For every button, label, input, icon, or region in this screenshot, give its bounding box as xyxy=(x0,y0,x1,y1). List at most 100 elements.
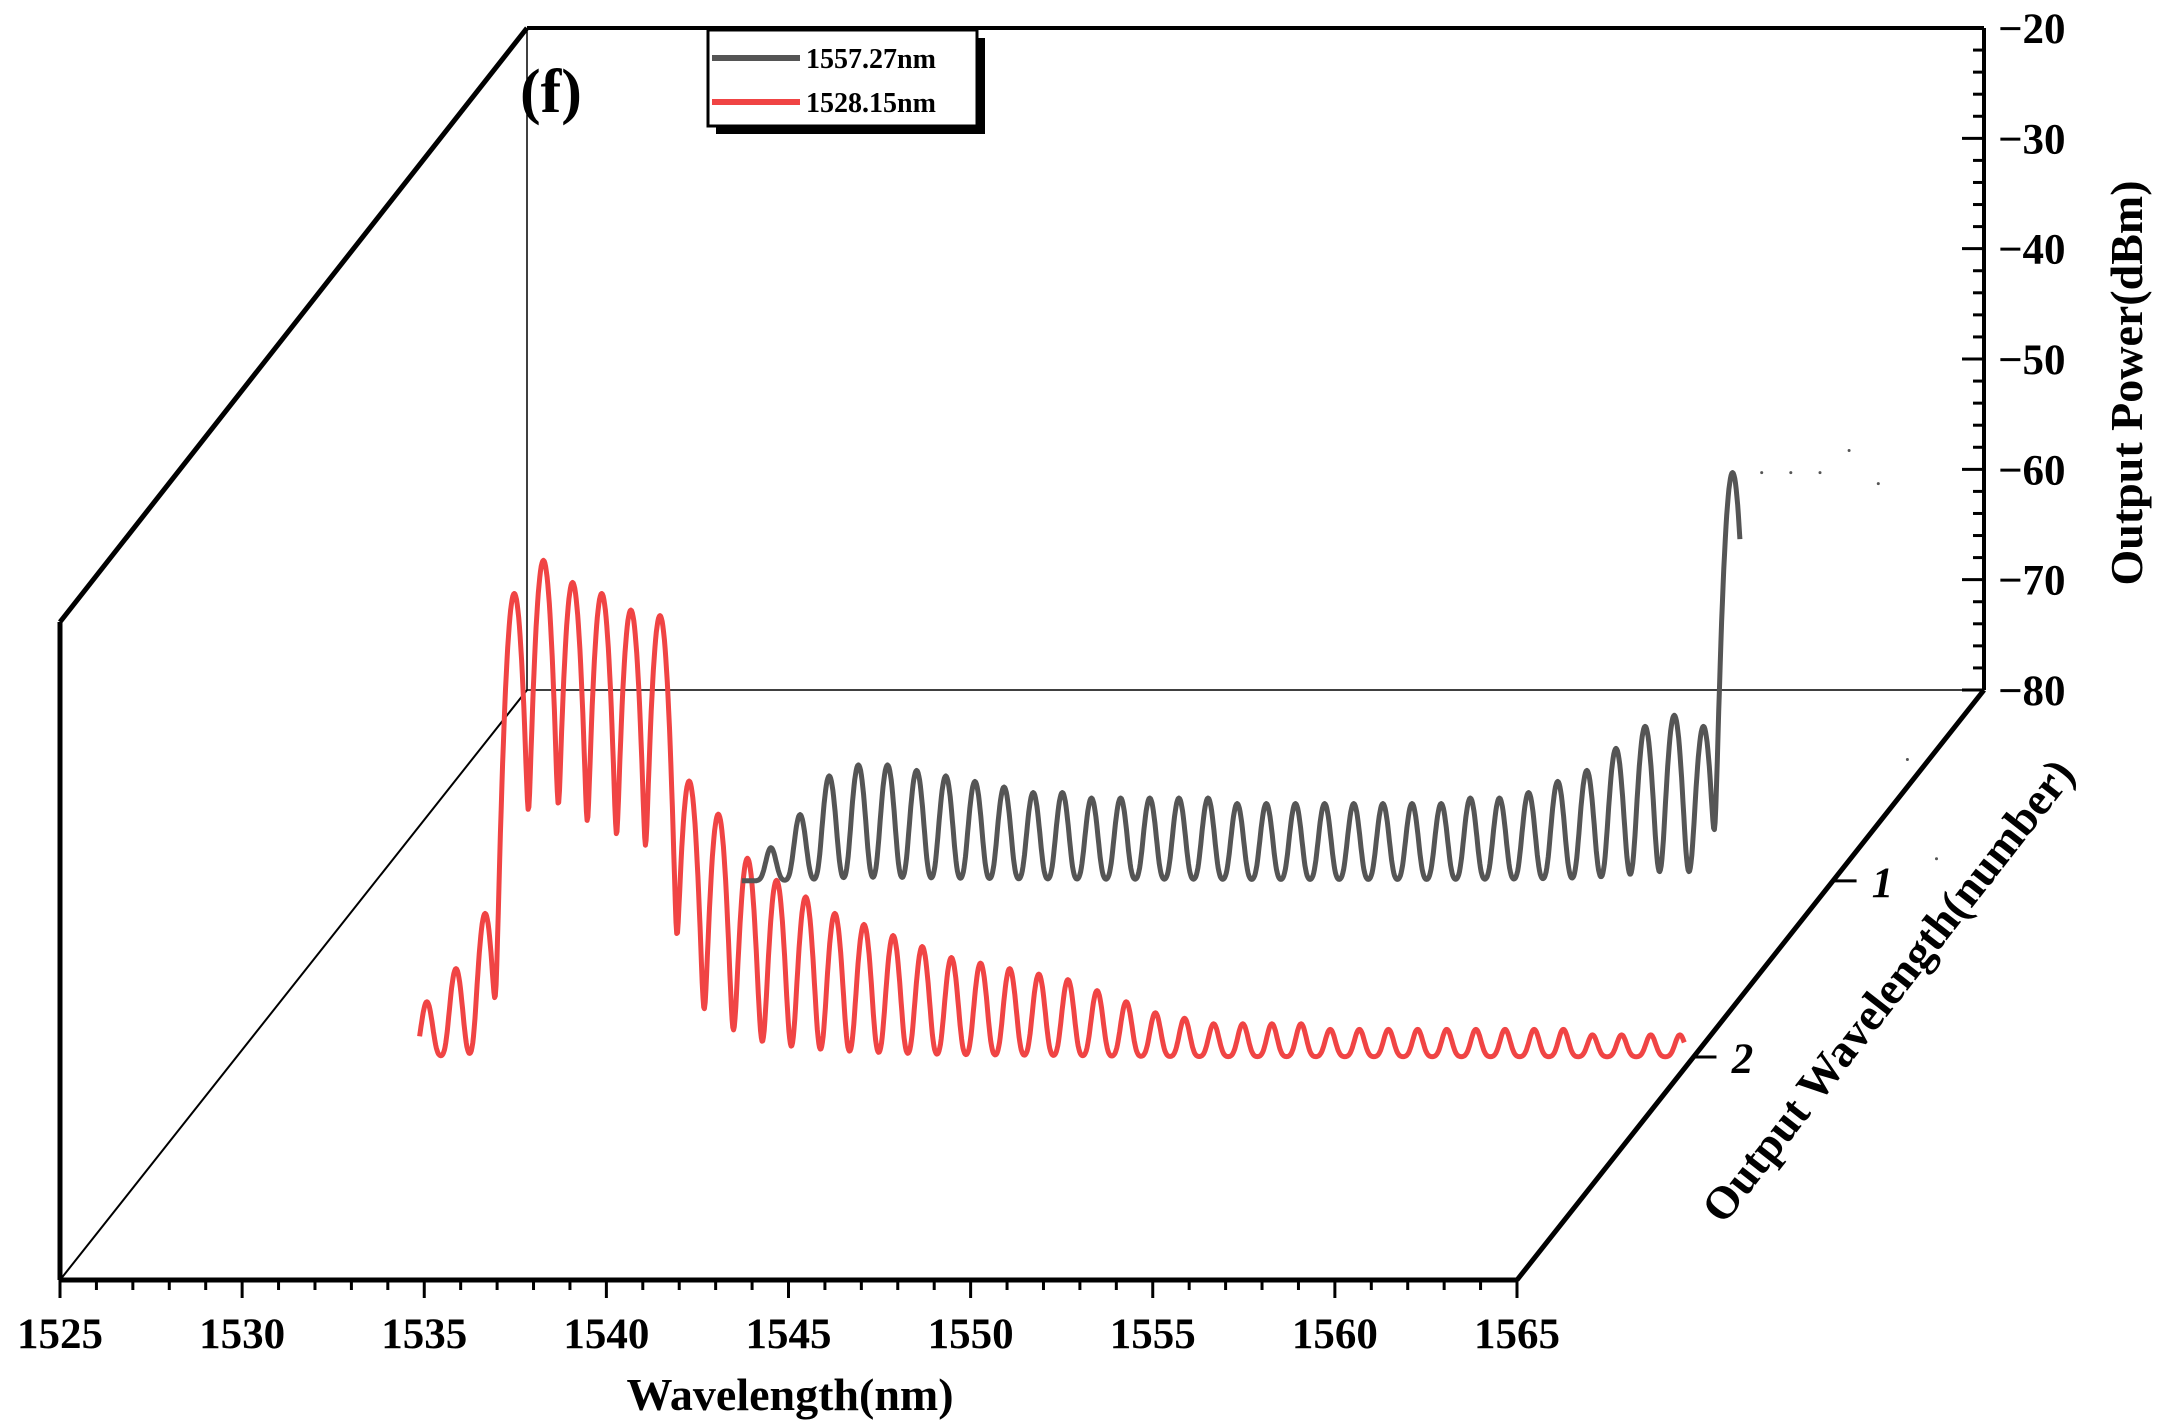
z-tick-label: −80 xyxy=(1998,668,2066,715)
peak-point xyxy=(716,812,720,816)
peak-point xyxy=(1381,802,1385,806)
peak-point xyxy=(1503,1027,1507,1031)
peak-point xyxy=(1066,978,1070,982)
peak-point xyxy=(949,956,953,960)
peak-point xyxy=(1095,989,1099,993)
legend: 1557.27nm 1528.15nm xyxy=(706,28,985,134)
peak-point xyxy=(1323,802,1327,806)
x-tick-label: 1525 xyxy=(17,1311,103,1358)
peak-point xyxy=(862,923,866,926)
z-tick-label: −70 xyxy=(1998,558,2066,605)
legend-box xyxy=(706,28,979,128)
floor-left-edge xyxy=(59,689,528,1281)
peak-point xyxy=(483,912,487,915)
peak-point xyxy=(1416,1027,1420,1031)
legend-entry-1557: 1557.27nm xyxy=(806,44,936,75)
peak-point xyxy=(1153,1011,1157,1015)
peak-point xyxy=(1206,796,1210,800)
y-axis-title: Output Wavelength(number) xyxy=(1691,749,2084,1232)
peak-point xyxy=(1876,482,1880,486)
peak-point xyxy=(1352,802,1356,806)
peak-point xyxy=(1561,1027,1565,1031)
peak-point xyxy=(1387,1027,1390,1031)
peak-point xyxy=(1008,967,1012,971)
peak-point xyxy=(1235,802,1239,806)
peak-point xyxy=(1241,1022,1245,1026)
y-tick-label: 1 xyxy=(1872,860,1894,907)
peak-point xyxy=(1649,1033,1653,1037)
peak-point xyxy=(1935,857,1938,861)
panel-label: (f) xyxy=(520,58,582,126)
peak-point xyxy=(1847,449,1851,452)
peak-point xyxy=(1818,471,1822,475)
axes-frame xyxy=(57,26,1986,1283)
peak-point xyxy=(1585,769,1589,772)
peak-point xyxy=(1212,1022,1216,1026)
peak-point xyxy=(1701,724,1705,728)
peak-point xyxy=(973,780,977,783)
peak-point xyxy=(1439,802,1443,806)
legend-entry-1528: 1528.15nm xyxy=(806,88,936,119)
peak-point xyxy=(600,592,604,595)
peak-point xyxy=(1357,1027,1361,1031)
peak-point xyxy=(1497,796,1501,800)
peak-point xyxy=(1468,796,1472,800)
peak-point xyxy=(979,961,982,965)
peak-point xyxy=(1183,1016,1186,1020)
peak-point xyxy=(425,1000,429,1004)
x-tick-label: 1540 xyxy=(563,1311,649,1358)
x-tick-label: 1535 xyxy=(381,1311,467,1358)
peak-point xyxy=(856,763,860,767)
peak-point xyxy=(920,945,924,949)
peak-point xyxy=(1002,785,1006,789)
peak-point xyxy=(1060,791,1064,795)
peak-point xyxy=(658,614,662,618)
x-tick-label: 1550 xyxy=(928,1311,1014,1358)
peak-point xyxy=(944,774,948,778)
peak-point xyxy=(1299,1022,1303,1026)
z-axis-title: Output Power(dBm) xyxy=(2101,180,2152,585)
x-tick-label: 1555 xyxy=(1110,1311,1196,1358)
z-tick-label: −40 xyxy=(1998,227,2066,274)
peak-point xyxy=(1620,1033,1624,1037)
peak-point xyxy=(775,878,778,882)
peak-point xyxy=(798,813,802,817)
peak-point xyxy=(915,769,919,772)
peak-point xyxy=(1328,1027,1332,1031)
peak-point xyxy=(804,895,808,899)
peak-point xyxy=(1445,1027,1449,1031)
peak-point xyxy=(1789,471,1793,475)
x-tick-label: 1530 xyxy=(199,1311,285,1358)
peak-point xyxy=(1410,802,1414,806)
peak-point xyxy=(1119,796,1123,800)
peak-point xyxy=(629,608,633,612)
peak-point xyxy=(571,581,575,584)
peak-point xyxy=(745,856,749,860)
peak-point xyxy=(1678,1033,1682,1037)
peak-point xyxy=(1474,1027,1478,1031)
series-line xyxy=(740,470,1743,884)
series-layer xyxy=(417,449,1938,1060)
peak-point xyxy=(1177,796,1181,800)
peak-point xyxy=(1037,972,1041,976)
peak-point xyxy=(512,592,516,595)
z-tick-label: −50 xyxy=(1998,337,2066,384)
series-152815nm xyxy=(417,557,1687,1060)
peak-point xyxy=(886,763,889,767)
peak-point xyxy=(1527,791,1531,795)
left-wall-top-edge xyxy=(58,26,529,624)
peak-point xyxy=(541,558,545,562)
peak-point xyxy=(1124,1000,1128,1004)
x-axis-title: Wavelength(nm) xyxy=(626,1369,953,1420)
peak-point xyxy=(1614,746,1618,750)
peak-point xyxy=(1556,780,1560,783)
x-tick-label: 1560 xyxy=(1292,1311,1378,1358)
peak-point xyxy=(687,779,691,783)
peak-point xyxy=(833,912,837,915)
peak-point xyxy=(1264,802,1268,806)
peak-point xyxy=(454,967,458,971)
z-tick-label: −20 xyxy=(1998,6,2066,53)
y-tick-label: 2 xyxy=(1731,1036,1754,1083)
peak-point xyxy=(1090,796,1093,800)
peak-point xyxy=(1148,796,1152,800)
